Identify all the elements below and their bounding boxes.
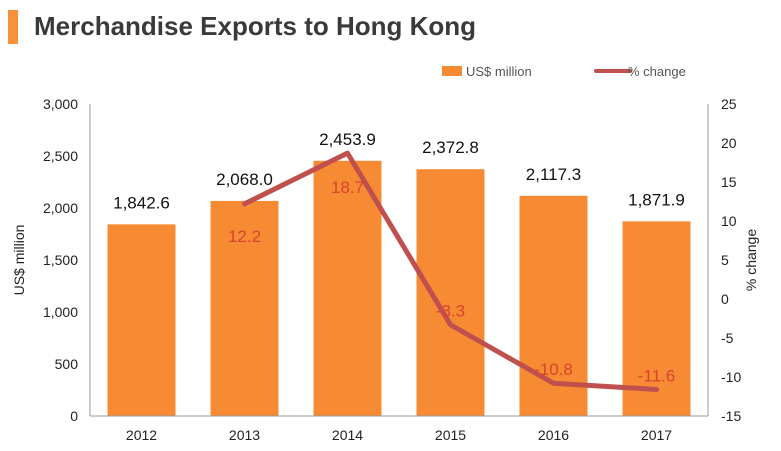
title-accent-bar	[8, 10, 18, 44]
bar-value-label: 2,372.8	[422, 138, 479, 157]
y2-tick-label: 20	[721, 135, 737, 151]
bar-data-labels: 1,842.6 2,068.0 2,453.9 2,372.8 2,117.3 1,871…	[113, 130, 685, 213]
x-tick-label: 2016	[538, 427, 569, 443]
y-tick-label: 1,000	[43, 304, 78, 320]
bar	[416, 169, 485, 416]
legend: US$ million % change	[442, 64, 686, 79]
y-axis: 0 500 1,000 1,500 2,000 2,500 3,000	[43, 96, 78, 424]
x-tick-label: 2017	[641, 427, 672, 443]
line-data-labels: 12.2 18.7 -3.3 -10.8 -11.6	[228, 178, 675, 385]
line-value-label: -10.8	[534, 360, 573, 379]
y-axis-title: US$ million	[11, 225, 27, 296]
bar-value-label: 2,068.0	[216, 170, 273, 189]
x-tick-label: 2012	[126, 427, 157, 443]
x-axis: 2012 2013 2014 2015 2016 2017	[126, 427, 672, 443]
y2-axis-title: % change	[743, 229, 759, 291]
y2-tick-label: -15	[721, 408, 741, 424]
page-title: Merchandise Exports to Hong Kong	[34, 11, 477, 41]
y-tick-label: 3,000	[43, 96, 78, 112]
bar	[210, 200, 279, 416]
line-value-label: 18.7	[331, 178, 364, 197]
y-tick-label: 2,500	[43, 148, 78, 164]
bar-value-label: 2,453.9	[319, 130, 376, 149]
bar	[313, 160, 382, 416]
y2-axis: -15 -10 -5 0 5 10 15 20 25	[721, 96, 741, 424]
y2-tick-label: 10	[721, 213, 737, 229]
y-tick-label: 1,500	[43, 252, 78, 268]
line-value-label: 12.2	[228, 227, 261, 246]
x-tick-label: 2014	[332, 427, 363, 443]
percent-change-line	[242, 150, 659, 392]
line-value-label: -11.6	[638, 366, 676, 385]
y-tick-label: 2,000	[43, 200, 78, 216]
y2-tick-label: 15	[721, 174, 737, 190]
y2-tick-label: 25	[721, 96, 737, 112]
y2-tick-label: -5	[721, 330, 734, 346]
legend-bar-label: US$ million	[466, 64, 532, 79]
bar-value-label: 1,871.9	[628, 190, 685, 209]
x-tick-label: 2015	[435, 427, 466, 443]
bar-value-label: 1,842.6	[113, 193, 170, 212]
y2-tick-label: 0	[721, 291, 729, 307]
line-value-label: -3.3	[436, 302, 465, 321]
bar	[519, 195, 588, 416]
line-series	[242, 150, 659, 392]
y2-tick-label: 5	[721, 252, 729, 268]
y-tick-label: 500	[55, 356, 79, 372]
y-tick-label: 0	[70, 408, 78, 424]
legend-line-label: % change	[628, 64, 686, 79]
y2-tick-label: -10	[721, 369, 741, 385]
bar	[622, 221, 691, 416]
legend-bar-swatch	[442, 66, 462, 76]
bar	[107, 224, 176, 416]
axis-lines	[89, 104, 709, 417]
bar-value-label: 2,117.3	[526, 165, 581, 184]
x-tick-label: 2013	[229, 427, 260, 443]
bars	[107, 160, 691, 416]
